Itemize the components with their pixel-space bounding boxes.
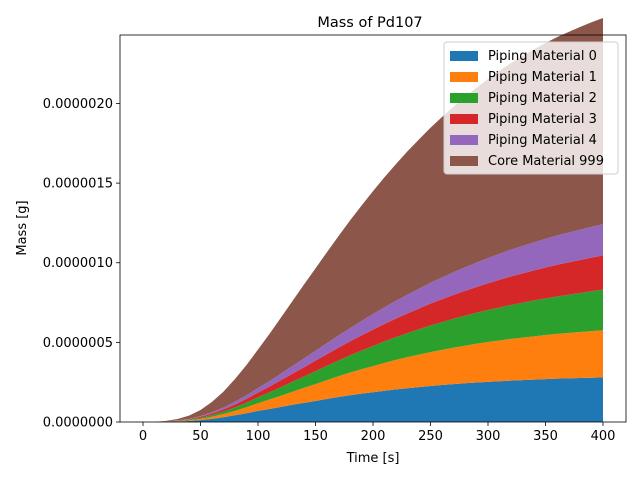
y-axis: 0.0000000 0.0000005 0.0000010 0.0000015 0.00…	[43, 97, 120, 431]
legend-box	[443, 41, 619, 175]
legend-label: Piping Material 2	[488, 91, 597, 106]
legend-swatch	[450, 72, 478, 82]
x-tick-label: 50	[192, 429, 209, 444]
x-tick-label: 350	[533, 429, 558, 444]
legend-label: Piping Material 3	[488, 112, 597, 127]
x-tick-label: 250	[418, 429, 443, 444]
y-tick-label: 0.0000000	[43, 416, 113, 431]
y-tick-label: 0.0000015	[43, 177, 113, 192]
y-tick-label: 0.0000010	[43, 256, 113, 271]
legend-swatch	[450, 51, 478, 61]
legend-label: Piping Material 4	[488, 133, 597, 148]
x-tick-label: 150	[303, 429, 328, 444]
area-series-3	[143, 255, 603, 422]
x-tick-label: 0	[139, 429, 147, 444]
legend-swatch	[450, 93, 478, 103]
legend-label: Piping Material 0	[488, 49, 597, 64]
area-series-1	[143, 330, 603, 422]
legend-swatch	[450, 114, 478, 124]
chart-title: Mass of Pd107	[317, 15, 422, 31]
y-axis-label: Mass [g]	[15, 200, 30, 255]
x-tick-label: 200	[361, 429, 386, 444]
x-tick-label: 300	[476, 429, 501, 444]
x-tick-label: 100	[246, 429, 271, 444]
y-tick-label: 0.0000020	[43, 97, 113, 112]
area-series-2	[143, 289, 603, 422]
area-series-0	[143, 377, 603, 422]
legend-label: Piping Material 1	[488, 70, 597, 85]
y-tick-label: 0.0000005	[43, 336, 113, 351]
x-axis-label: Time [s]	[346, 451, 400, 466]
legend-label: Core Material 999	[488, 154, 604, 169]
x-tick-label: 400	[591, 429, 616, 444]
legend-swatch	[450, 156, 478, 166]
legend: Piping Material 0 Piping Material 1 Piping…	[443, 41, 619, 175]
x-axis: 0 50 100 150 200 250 300 350 400	[139, 422, 616, 444]
area-series-4	[143, 224, 603, 422]
legend-swatch	[450, 135, 478, 145]
